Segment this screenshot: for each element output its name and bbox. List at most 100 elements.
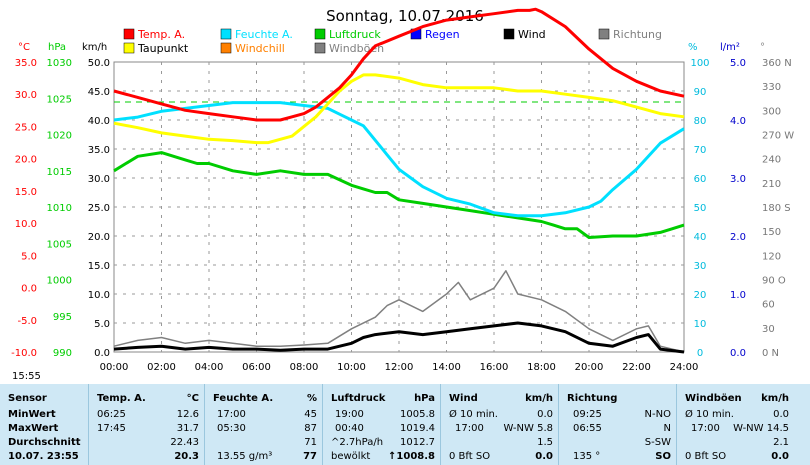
y-tick-label-wind: 20.0 bbox=[88, 232, 110, 243]
row-label: MinWert bbox=[8, 409, 56, 420]
y-tick-label-pressure: 995 bbox=[53, 312, 72, 323]
press-max-time: 00:40 bbox=[335, 423, 364, 434]
col-pressure: Luftdruck hPa 19:00 1005.8 00:40 1019.4 … bbox=[322, 384, 441, 465]
x-tick-label: 24:00 bbox=[670, 362, 699, 373]
dir-avg-value: S-SW bbox=[644, 437, 671, 448]
hum-current-value: 77 bbox=[303, 451, 317, 462]
legend-swatch bbox=[220, 28, 232, 40]
series-line-wind bbox=[113, 321, 685, 354]
legend-label: Windchill bbox=[235, 42, 285, 55]
press-min-value: 1005.8 bbox=[400, 409, 435, 420]
gust-max-time: 17:00 bbox=[691, 423, 720, 434]
y-tick-label-wind: 0.0 bbox=[94, 348, 110, 359]
dir-min-time: 09:25 bbox=[573, 409, 602, 420]
x-tick-label: 06:00 bbox=[242, 362, 271, 373]
wind-min-value: 0.0 bbox=[537, 409, 553, 420]
y-tick-label-pressure: 1005 bbox=[47, 239, 72, 250]
x-tick-label: 14:00 bbox=[432, 362, 461, 373]
x-tick-label: 08:00 bbox=[290, 362, 319, 373]
legend-swatch bbox=[503, 28, 515, 40]
y-tick-label-direction: 30 bbox=[762, 324, 775, 335]
y-tick-label-rain: 2.0 bbox=[730, 232, 746, 243]
axis-unit-label: °C bbox=[18, 42, 30, 53]
y-tick-label-wind: 5.0 bbox=[94, 319, 110, 330]
legend: Temp. A. Feuchte A. Luftdruck Regen Wind Rich… bbox=[123, 28, 662, 55]
y-tick-label-pressure: 1025 bbox=[47, 94, 72, 105]
y-tick-label-pressure: 1000 bbox=[47, 276, 72, 287]
y-tick-label-direction: 120 bbox=[762, 251, 781, 262]
y-tick-label-humidity: 30 bbox=[694, 261, 707, 272]
wind-min-time: Ø 10 min. bbox=[449, 409, 498, 420]
gust-min-value: 0.0 bbox=[773, 409, 789, 420]
y-tick-label-pressure: 1020 bbox=[47, 131, 72, 142]
legend-label: Luftdruck bbox=[329, 28, 381, 41]
x-tick-label: 22:00 bbox=[622, 362, 651, 373]
y-tick-label-pressure: 1030 bbox=[47, 58, 72, 69]
y-tick-label-humidity: 50 bbox=[694, 203, 707, 214]
temp-current-value: 20.3 bbox=[174, 451, 199, 462]
temp-avg-value: 22.43 bbox=[170, 437, 199, 448]
y-tick-label-direction: 240 bbox=[762, 155, 781, 166]
hdr-sensor: Sensor bbox=[8, 393, 47, 404]
temp-max-value: 31.7 bbox=[176, 423, 199, 434]
row-label: Durchschnitt bbox=[8, 437, 81, 448]
y-tick-label-temp: 25.0 bbox=[15, 122, 37, 133]
col-wind: Wind km/h Ø 10 min. 0.0 17:00 W-NW 5.8 1… bbox=[440, 384, 559, 465]
row-label: 10.07. 23:55 bbox=[8, 451, 79, 462]
row-label: MaxWert bbox=[8, 423, 59, 434]
col-humidity: Feuchte A. % 17:00 45 05:30 87 71 13.55 … bbox=[204, 384, 323, 465]
y-tick-label-direction: 150 bbox=[762, 227, 781, 238]
wind-current-value: 0.0 bbox=[535, 451, 553, 462]
x-tick-label: 02:00 bbox=[147, 362, 176, 373]
y-tick-label-humidity: 0 bbox=[697, 348, 703, 359]
x-tick-label: 18:00 bbox=[527, 362, 556, 373]
legend-label: Feuchte A. bbox=[235, 28, 293, 41]
hum-avg-value: 71 bbox=[304, 437, 317, 448]
legend-swatch bbox=[220, 42, 232, 54]
y-tick-label-humidity: 40 bbox=[694, 232, 707, 243]
dir-max-value: N bbox=[663, 423, 671, 434]
weather-chart: Sonntag, 10.07.2016 Temp. A. Feuchte A. Lu… bbox=[11, 7, 794, 373]
hdr-wind-unit: km/h bbox=[525, 393, 553, 404]
wind-avg-value: 1.5 bbox=[537, 437, 553, 448]
dir-degrees: 135 ° bbox=[573, 451, 601, 462]
series-line-temp-a bbox=[113, 7, 685, 122]
y-tick-label-direction: 180 S bbox=[762, 203, 791, 214]
x-tick-label: 16:00 bbox=[480, 362, 509, 373]
y-tick-label-wind: 15.0 bbox=[88, 261, 110, 272]
gust-bft: 0 Bft SO bbox=[685, 451, 727, 462]
y-tick-label-temp: -10.0 bbox=[11, 348, 37, 359]
y-tick-label-direction: 270 W bbox=[762, 131, 794, 142]
hdr-temp: Temp. A. bbox=[97, 393, 146, 404]
dir-min-value: N-NO bbox=[644, 409, 671, 420]
series-layer bbox=[113, 7, 685, 354]
legend-label: Taupunkt bbox=[137, 42, 189, 55]
y-tick-label-pressure: 990 bbox=[53, 348, 72, 359]
gust-min-time: Ø 10 min. bbox=[685, 409, 734, 420]
hdr-pressure-unit: hPa bbox=[414, 393, 435, 404]
y-tick-label-direction: 300 bbox=[762, 106, 781, 117]
hum-abs: 13.55 g/m³ bbox=[217, 451, 273, 462]
y-tick-label-wind: 30.0 bbox=[88, 174, 110, 185]
col-gusts: Windböen km/h Ø 10 min. 0.0 17:00 W-NW 1… bbox=[676, 384, 810, 465]
y-tick-label-humidity: 100 bbox=[690, 58, 709, 69]
y-tick-label-direction: 210 bbox=[762, 179, 781, 190]
y-tick-label-pressure: 1015 bbox=[47, 167, 72, 178]
wind-max-time: 17:00 bbox=[455, 423, 484, 434]
y-tick-label-temp: 10.0 bbox=[15, 219, 37, 230]
legend-swatch bbox=[314, 42, 326, 54]
series-line-feuchte-a bbox=[113, 101, 685, 218]
x-tick-label: 12:00 bbox=[385, 362, 414, 373]
gust-avg-value: 2.1 bbox=[773, 437, 789, 448]
y-tick-label-rain: 5.0 bbox=[730, 58, 746, 69]
press-min-time: 19:00 bbox=[335, 409, 364, 420]
y-tick-label-temp: 20.0 bbox=[15, 155, 37, 166]
y-tick-label-direction: 60 bbox=[762, 300, 775, 311]
y-tick-label-wind: 45.0 bbox=[88, 87, 110, 98]
dir-max-time: 06:55 bbox=[573, 423, 602, 434]
legend-label: Regen bbox=[425, 28, 460, 41]
x-tick-label: 00:00 bbox=[100, 362, 129, 373]
y-tick-label-direction: 0 N bbox=[762, 348, 779, 359]
axis-labels: °C hPa km/h% l/m² ° bbox=[18, 42, 765, 53]
y-tick-label-wind: 50.0 bbox=[88, 58, 110, 69]
